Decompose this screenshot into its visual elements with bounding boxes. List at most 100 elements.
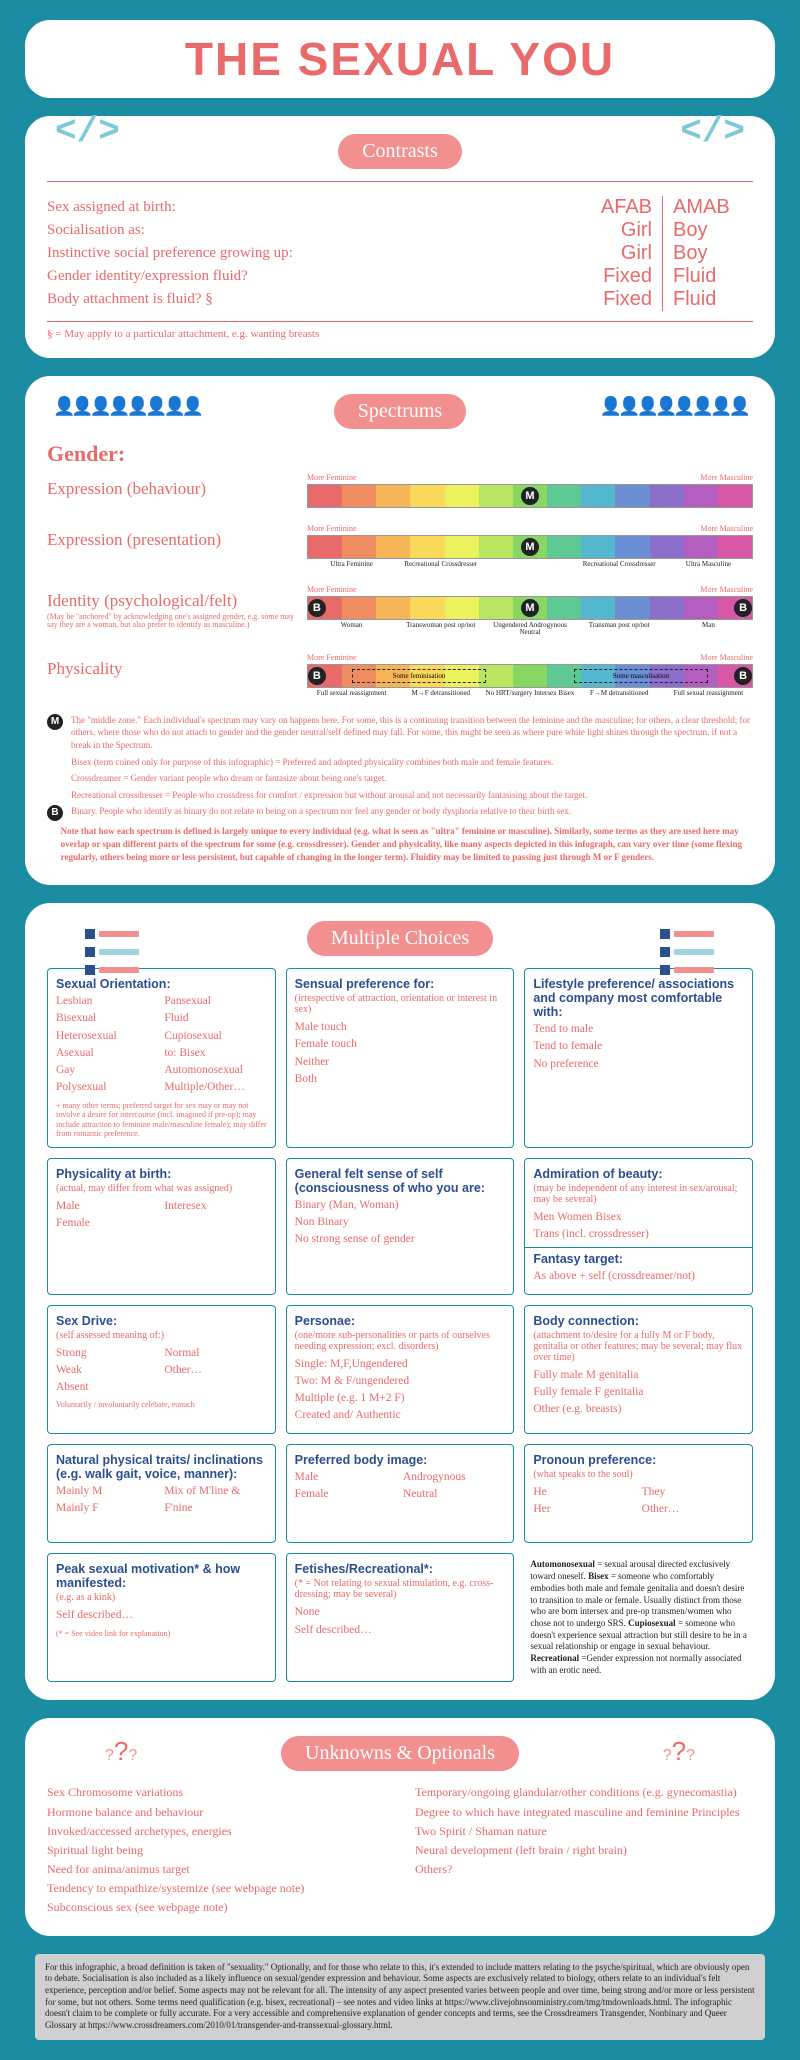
box-title: Sexual Orientation:: [56, 977, 267, 991]
choice-box: Personae:(one/more sub-personalities or …: [286, 1305, 515, 1434]
box-options: Single: M,F,UngenderedTwo: M & F/ungende…: [295, 1356, 506, 1425]
box-title: Preferred body image:: [295, 1453, 506, 1467]
glossary-text: Crossdreamer = Gender variant people who…: [71, 772, 387, 785]
box-options: Fully male M genitaliaFully female F gen…: [533, 1367, 744, 1419]
choice-box: Fetishes/Recreational*:(* = Not relating…: [286, 1553, 515, 1682]
unknown-item: Neural development (left brain / right b…: [415, 1841, 753, 1860]
box-title: Natural physical traits/ inclinations (e…: [56, 1453, 267, 1481]
contrasts-table: Sex assigned at birth:AFABAMABSocialisat…: [47, 196, 753, 311]
spectrum-bar: M: [307, 484, 753, 508]
spectrum-row: Identity (psychological/felt)(May be "an…: [47, 585, 753, 637]
multiple-choices-grid: Sexual Orientation: LesbianBisexualHetero…: [47, 968, 753, 1682]
choice-box: Natural physical traits/ inclinations (e…: [47, 1444, 276, 1544]
spectrum-marker: M: [521, 538, 539, 556]
spectrum-bar: BBSome feminisationSome masculisation: [307, 664, 753, 688]
spectrum-row: Expression (behaviour)More FeminineMore …: [47, 473, 753, 508]
unknown-item: Sex Chromosome variations: [47, 1783, 385, 1802]
box-title: Body connection:: [533, 1314, 744, 1328]
box-options: Self described…: [56, 1607, 267, 1624]
unknown-item: Temporary/ongoing glandular/other condit…: [415, 1783, 753, 1802]
spectrum-row: Expression (presentation)More FeminineMo…: [47, 524, 753, 569]
box-options: StrongWeakAbsentNormalOther…: [56, 1345, 267, 1397]
choice-box: Admiration of beauty:(may be independent…: [524, 1158, 753, 1295]
box-title: Pronoun preference:: [533, 1453, 744, 1467]
contrast-label: Sex assigned at birth:: [47, 196, 573, 219]
spectrums-badge: Spectrums: [334, 394, 466, 429]
glossary-orb: B: [47, 805, 63, 821]
glossary-text: Binary. People who identify as binary do…: [71, 805, 571, 821]
choice-box: Body connection:(attachment to/desire fo…: [524, 1305, 753, 1434]
contrasts-badge: Contrasts: [338, 134, 462, 169]
unknown-item: Spiritual light being: [47, 1841, 385, 1860]
choice-box: Preferred body image: MaleFemaleAndrogyno…: [286, 1444, 515, 1544]
box-options: Mainly MMainly FMix of M'line & F'nine: [56, 1483, 267, 1535]
unknowns-badge: Unknowns & Optionals: [281, 1736, 519, 1771]
choice-box: Lifestyle preference/ associations and c…: [524, 968, 753, 1148]
contrast-left: AFAB: [573, 196, 663, 219]
box-options: Binary (Man, Woman)Non BinaryNo strong s…: [295, 1197, 506, 1249]
contrast-right: Fluid: [663, 265, 753, 288]
box-title: Admiration of beauty:: [533, 1167, 744, 1181]
box-options: Men Women BisexTrans (incl. crossdresser…: [533, 1209, 744, 1244]
spectrum-marker: M: [521, 487, 539, 505]
glossary-text: Bisex (term coined only for purpose of t…: [71, 756, 553, 769]
spectrum-label: Identity (psychological/felt)(May be "an…: [47, 585, 297, 631]
unknown-item: Invoked/accessed archetypes, energies: [47, 1822, 385, 1841]
contrast-left: Girl: [573, 242, 663, 265]
box-options: NoneSelf described…: [295, 1604, 506, 1639]
glossary-text: Recreational crossdresser = People who c…: [71, 789, 587, 802]
unknown-item: Hormone balance and behaviour: [47, 1803, 385, 1822]
choice-box: Automonosexual = sexual arousal directed…: [524, 1553, 753, 1682]
spectrum-marker: M: [521, 599, 539, 617]
contrast-right: Boy: [663, 219, 753, 242]
choice-box: Sensual preference for:(irrespective of …: [286, 968, 515, 1148]
contrast-left: Girl: [573, 219, 663, 242]
multiple-badge: Multiple Choices: [307, 921, 493, 956]
spectrum-bar: M: [307, 535, 753, 559]
box-options: MaleFemaleInteresex: [56, 1198, 267, 1233]
spectrum-label: Expression (behaviour): [47, 473, 297, 499]
spectrum-label: Physicality: [47, 653, 297, 679]
unknowns-card: ??? ??? Unknowns & Optionals Sex Chromos…: [25, 1718, 775, 1935]
spectrum-marker: B: [308, 667, 326, 685]
unknown-item: Need for anima/animus target: [47, 1860, 385, 1879]
contrast-left: Fixed: [573, 265, 663, 288]
box-title: Fetishes/Recreational*:: [295, 1562, 506, 1576]
multiple-choices-card: Multiple Choices Sexual Orientation: Lesb…: [25, 903, 775, 1700]
unknown-item: Degree to which have integrated masculin…: [415, 1803, 753, 1822]
choice-box: Peak sexual motivation* & how manifested…: [47, 1553, 276, 1682]
box-title: Peak sexual motivation* & how manifested…: [56, 1562, 267, 1590]
unknown-item: Subconscious sex (see webpage note): [47, 1898, 385, 1917]
box-title: Sex Drive:: [56, 1314, 267, 1328]
box-title: Personae:: [295, 1314, 506, 1328]
glossary-text: The "middle zone." Each individual's spe…: [71, 714, 753, 752]
spectrum-bar: BMB: [307, 596, 753, 620]
contrast-right: Fluid: [663, 288, 753, 311]
box-options: LesbianBisexualHeterosexualAsexualGayPol…: [56, 993, 267, 1097]
choice-box: Sex Drive:(self assessed meaning of:)Str…: [47, 1305, 276, 1434]
unknown-item: Two Spirit / Shaman nature: [415, 1822, 753, 1841]
box-title: Physicality at birth:: [56, 1167, 267, 1181]
choice-box: Physicality at birth:(actual, may differ…: [47, 1158, 276, 1295]
contrasts-card: </> </> Contrasts Sex assigned at birth:…: [25, 116, 775, 358]
page-title: THE SEXUAL YOU: [45, 32, 755, 86]
spectrum-label: Expression (presentation): [47, 524, 297, 550]
glossary-text: Note that how each spectrum is defined i…: [61, 825, 753, 863]
box-options: MaleFemaleAndrogynousNeutral: [295, 1469, 506, 1504]
contrast-label: Instinctive social preference growing up…: [47, 242, 573, 265]
box-options: Male touchFemale touchNeitherBoth: [295, 1019, 506, 1088]
unknowns-columns: Sex Chromosome variationsHormone balance…: [47, 1783, 753, 1917]
box-options: HeHerTheyOther…: [533, 1484, 744, 1519]
gender-heading: Gender:: [47, 441, 753, 467]
unknown-item: Others?: [415, 1860, 753, 1879]
spectrums-card: 👤👤👤👤👤👤👤👤 👤👤👤👤👤👤👤👤 Spectrums Gender: Expr…: [25, 376, 775, 885]
title-card: THE SEXUAL YOU: [25, 20, 775, 98]
contrast-right: Boy: [663, 242, 753, 265]
box-title: Lifestyle preference/ associations and c…: [533, 977, 744, 1019]
contrast-label: Body attachment is fluid? §: [47, 288, 573, 311]
contrast-label: Socialisation as:: [47, 219, 573, 242]
footer-disclaimer: For this infographic, a broad definition…: [35, 1954, 765, 2040]
glossary-orb: M: [47, 714, 63, 730]
choice-box: Sexual Orientation: LesbianBisexualHetero…: [47, 968, 276, 1148]
spectrum-row: PhysicalityMore FeminineMore MasculineBB…: [47, 653, 753, 698]
